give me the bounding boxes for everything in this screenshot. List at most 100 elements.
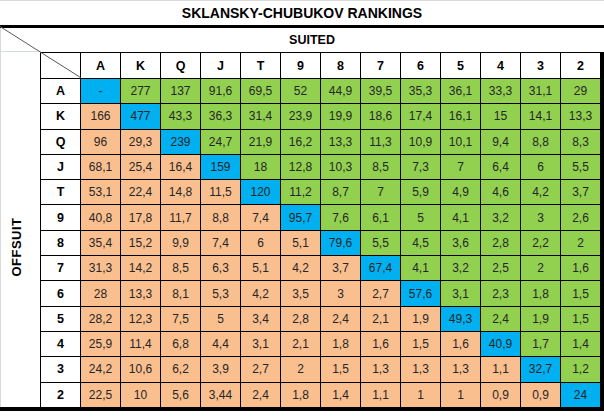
value-cell-offsuit: 1,6 (361, 332, 401, 357)
corner-cell (41, 53, 81, 79)
column-header-cell: 4 (481, 53, 521, 79)
value-cell-offsuit: 2,1 (281, 332, 321, 357)
value-cell-offsuit: 0,9 (521, 383, 561, 408)
value-cell-pair: 120 (241, 180, 281, 205)
offsuit-group-label: OFFSUIT (9, 217, 24, 276)
value-cell-offsuit: 5,6 (161, 383, 201, 408)
value-cell-offsuit: 3,1 (241, 332, 281, 357)
value-cell-offsuit: 7,4 (201, 231, 241, 256)
value-cell-offsuit: 22,4 (121, 180, 161, 205)
page-title: SKLANSKY-CHUBUKOV RANKINGS (0, 0, 604, 28)
value-cell-suited: 12,8 (281, 155, 321, 180)
value-cell-offsuit: 53,1 (81, 180, 121, 205)
value-cell-suited: 3,6 (441, 231, 481, 256)
row-header-cell: Q (41, 130, 81, 155)
column-header-cell: 3 (521, 53, 561, 79)
value-cell-suited: 8,5 (361, 155, 401, 180)
value-cell-suited: 10,1 (441, 130, 481, 155)
value-cell-offsuit: 7,5 (161, 307, 201, 332)
value-cell-suited: 33,3 (481, 79, 521, 104)
value-cell-offsuit: 8,8 (201, 205, 241, 230)
value-cell-suited: 18 (241, 155, 281, 180)
value-cell-suited: 16,1 (441, 104, 481, 129)
value-cell-suited: 15 (481, 104, 521, 129)
value-cell-offsuit: 2,7 (241, 357, 281, 382)
value-cell-suited: 5 (401, 205, 441, 230)
value-cell-suited: 277 (121, 79, 161, 104)
value-cell-offsuit: 24,2 (81, 357, 121, 382)
value-cell-offsuit: 13,3 (121, 281, 161, 306)
value-cell-pair: 67,4 (361, 256, 401, 281)
value-cell-offsuit: 10,6 (121, 357, 161, 382)
value-cell-suited: 1,7 (521, 332, 561, 357)
value-cell-suited: 19,9 (321, 104, 361, 129)
value-cell-offsuit: 1,5 (401, 332, 441, 357)
value-cell-offsuit: 4,2 (241, 281, 281, 306)
value-cell-suited: 5,5 (361, 231, 401, 256)
value-cell-suited: 11,3 (361, 130, 401, 155)
value-cell-offsuit: 10 (121, 383, 161, 408)
column-header-cell: A (81, 53, 121, 79)
suited-group-label: SUITED (30, 28, 594, 51)
row-header-cell: T (41, 180, 81, 205)
value-cell-suited: 6,1 (361, 205, 401, 230)
value-cell-offsuit: 1,1 (481, 357, 521, 382)
value-cell-pair: 24 (561, 383, 601, 408)
value-cell-suited: 4,6 (481, 180, 521, 205)
value-cell-offsuit: 11,5 (201, 180, 241, 205)
value-cell-offsuit: 96 (81, 130, 121, 155)
value-cell-suited: 3,1 (441, 281, 481, 306)
value-cell-offsuit: 31,3 (81, 256, 121, 281)
value-cell-suited: 2 (561, 231, 601, 256)
value-cell-offsuit: 3 (321, 281, 361, 306)
value-cell-offsuit: 35,4 (81, 231, 121, 256)
value-cell-suited: 4,1 (441, 205, 481, 230)
value-cell-suited: 4,9 (441, 180, 481, 205)
value-cell-suited: 13,3 (561, 104, 601, 129)
value-cell-suited: 3,2 (441, 256, 481, 281)
row-header-cell: 4 (41, 332, 81, 357)
value-cell-suited: 17,4 (401, 104, 441, 129)
column-header-cell: 8 (321, 53, 361, 79)
value-cell-offsuit: 6,3 (201, 256, 241, 281)
row-header-cell: 8 (41, 231, 81, 256)
value-cell-offsuit: 6,8 (161, 332, 201, 357)
value-cell-suited: 9,4 (481, 130, 521, 155)
value-cell-offsuit: 2,4 (321, 307, 361, 332)
value-cell-offsuit: 1,1 (361, 383, 401, 408)
value-cell-offsuit: 2,4 (241, 383, 281, 408)
value-cell-offsuit: 12,3 (121, 307, 161, 332)
value-cell-offsuit: 2 (281, 357, 321, 382)
value-cell-offsuit: 1,5 (321, 357, 361, 382)
value-cell-offsuit: 5 (201, 307, 241, 332)
sheet-gridline-left (0, 28, 1, 407)
value-cell-offsuit: 3,9 (201, 357, 241, 382)
value-cell-suited: 8,3 (561, 130, 601, 155)
value-cell-suited: 5,9 (401, 180, 441, 205)
value-cell-offsuit: 166 (81, 104, 121, 129)
value-cell-offsuit: 3,44 (201, 383, 241, 408)
value-cell-suited: 137 (161, 79, 201, 104)
column-header-cell: 7 (361, 53, 401, 79)
value-cell-offsuit: 5,1 (281, 231, 321, 256)
value-cell-offsuit: 1,4 (321, 383, 361, 408)
value-cell-offsuit: 1 (441, 383, 481, 408)
value-cell-suited: 29 (561, 79, 601, 104)
value-cell-offsuit: 29,3 (121, 130, 161, 155)
value-cell-suited: 6 (521, 155, 561, 180)
value-cell-suited: 10,3 (321, 155, 361, 180)
value-cell-suited: 52 (281, 79, 321, 104)
value-cell-suited: 7 (361, 180, 401, 205)
value-cell-suited: 1,6 (561, 256, 601, 281)
row-header-cell: A (41, 79, 81, 104)
value-cell-offsuit: 1,3 (441, 357, 481, 382)
value-cell-suited: 2,5 (481, 256, 521, 281)
value-cell-suited: 1,5 (561, 307, 601, 332)
value-cell-suited: 7,6 (321, 205, 361, 230)
value-cell-suited: 91,6 (201, 79, 241, 104)
value-cell-offsuit: 14,2 (121, 256, 161, 281)
rankings-grid: AKQJT98765432A-27713791,669,55244,939,53… (40, 52, 604, 408)
row-header-cell: 3 (41, 357, 81, 382)
value-cell-offsuit: 0,9 (481, 383, 521, 408)
value-cell-offsuit: 1,9 (401, 307, 441, 332)
